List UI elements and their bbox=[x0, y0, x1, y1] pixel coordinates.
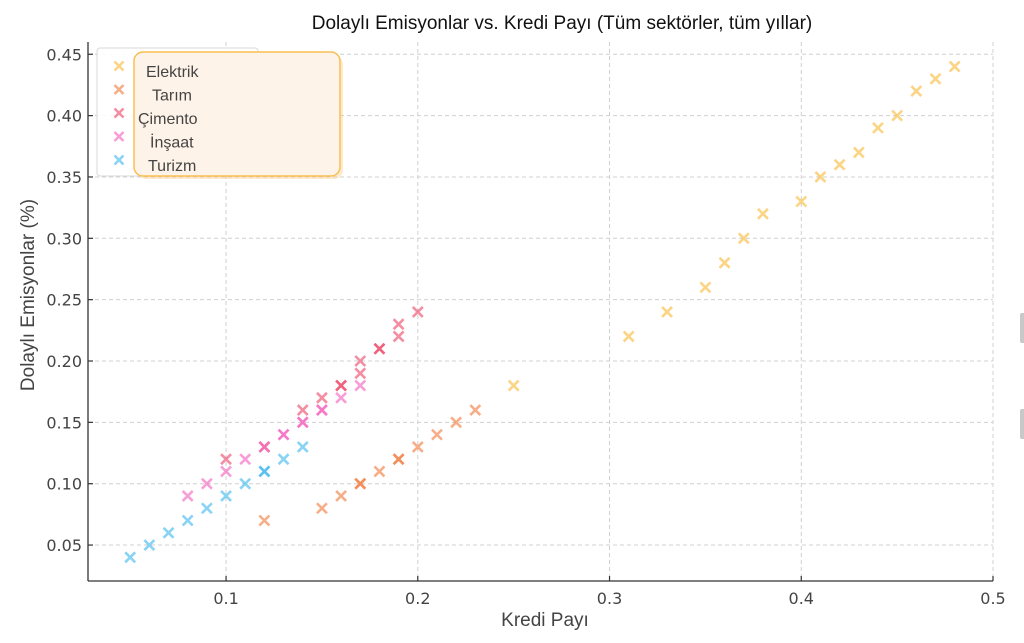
point-i-n-aat bbox=[316, 404, 328, 417]
point-elektrik bbox=[814, 171, 827, 183]
y-tick-label: 0.20 bbox=[46, 352, 82, 371]
point-elektrik bbox=[872, 121, 884, 134]
point-tar-m bbox=[431, 428, 443, 441]
legend-marker-icon bbox=[113, 84, 125, 95]
point-i-n-aat bbox=[239, 453, 252, 466]
point-i-n-aat bbox=[354, 379, 367, 392]
point--imento bbox=[354, 355, 367, 367]
point--imento bbox=[296, 404, 309, 417]
point-turizm bbox=[277, 453, 290, 466]
point-turizm bbox=[258, 465, 271, 478]
x-axis-label: Kredi Payı bbox=[501, 610, 589, 631]
legend-highlight-box bbox=[133, 51, 341, 177]
point-elektrik bbox=[948, 60, 961, 73]
legend-marker-icon bbox=[113, 131, 125, 142]
x-tick-label: 0.2 bbox=[405, 589, 430, 608]
x-tick-label: 0.1 bbox=[213, 589, 238, 608]
y-tick-label: 0.40 bbox=[46, 107, 82, 126]
x-tick-label: 0.5 bbox=[980, 589, 1005, 608]
y-ticks: 0.05 0.10 0.15 0.20 0.25 0.30 0.35 0.40 0.45 bbox=[46, 45, 93, 555]
y-tick-label: 0.35 bbox=[46, 168, 82, 187]
x-tick-label: 0.4 bbox=[789, 589, 814, 608]
point-turizm bbox=[124, 551, 137, 564]
point-i-n-aat bbox=[258, 440, 271, 453]
axes bbox=[87, 42, 993, 582]
y-tick-label: 0.25 bbox=[46, 291, 82, 310]
legend-marker-icon bbox=[113, 154, 125, 166]
point--imento bbox=[373, 342, 386, 355]
legend-label: İnşaat bbox=[150, 133, 194, 152]
point-i-n-aat bbox=[181, 490, 194, 502]
point-elektrik bbox=[737, 232, 750, 245]
point-elektrik bbox=[507, 379, 520, 392]
point-tar-m bbox=[258, 514, 271, 527]
data-points bbox=[124, 60, 961, 564]
point-tar-m bbox=[373, 465, 386, 478]
point-elektrik bbox=[756, 207, 769, 220]
point-turizm bbox=[200, 502, 213, 515]
point-elektrik bbox=[795, 195, 808, 208]
legend-label: Tarım bbox=[152, 88, 192, 105]
point--imento bbox=[220, 453, 232, 466]
point-i-n-aat bbox=[277, 428, 290, 441]
point--imento bbox=[411, 306, 424, 318]
y-axis-label: Dolaylı Emisyonlar (%) bbox=[18, 199, 39, 391]
point-elektrik bbox=[852, 146, 865, 159]
point-turizm bbox=[143, 539, 156, 551]
point-turizm bbox=[181, 514, 194, 527]
point--imento bbox=[316, 391, 328, 404]
x-ticks: 0.1 0.2 0.3 0.4 0.5 bbox=[213, 576, 1006, 608]
legend-label: Turizm bbox=[148, 158, 196, 175]
point-elektrik bbox=[891, 109, 904, 122]
point--imento bbox=[392, 318, 405, 331]
point-tar-m bbox=[392, 453, 405, 466]
point-turizm bbox=[239, 477, 252, 490]
legend-marker-icon bbox=[113, 60, 125, 72]
y-tick-label: 0.05 bbox=[46, 536, 82, 555]
point-tar-m bbox=[411, 440, 424, 453]
point-elektrik bbox=[833, 158, 846, 171]
point-elektrik bbox=[910, 85, 923, 97]
chart-title: Dolaylı Emisyonlar vs. Kredi Payı (Tüm s… bbox=[312, 13, 812, 34]
y-tick-label: 0.45 bbox=[46, 45, 82, 64]
point--imento bbox=[354, 367, 367, 380]
point-i-n-aat bbox=[220, 465, 232, 478]
edge-handle-lower[interactable] bbox=[1020, 409, 1024, 439]
y-tick-label: 0.30 bbox=[46, 229, 82, 248]
point-i-n-aat bbox=[335, 391, 348, 404]
point-tar-m bbox=[316, 502, 328, 515]
legend-label: Çimento bbox=[138, 111, 198, 128]
point-elektrik bbox=[661, 306, 673, 318]
point-tar-m bbox=[354, 477, 367, 490]
x-tick-label: 0.3 bbox=[597, 589, 622, 608]
y-tick-label: 0.15 bbox=[46, 413, 82, 432]
point-elektrik bbox=[718, 256, 731, 269]
point-elektrik bbox=[929, 72, 942, 85]
legend: Elektrik Tarım Çimento İnşaat Turizm bbox=[96, 47, 343, 179]
point--imento bbox=[335, 379, 348, 392]
edge-handle-upper[interactable] bbox=[1020, 313, 1024, 343]
point-elektrik bbox=[622, 330, 635, 343]
point-tar-m bbox=[450, 416, 463, 429]
point-i-n-aat bbox=[296, 416, 309, 429]
point-turizm bbox=[162, 526, 175, 539]
point-tar-m bbox=[469, 404, 482, 417]
point-tar-m bbox=[335, 490, 348, 502]
y-tick-label: 0.10 bbox=[46, 475, 82, 494]
point-elektrik bbox=[699, 281, 712, 294]
point--imento bbox=[392, 330, 405, 343]
point-turizm bbox=[296, 440, 309, 453]
point-turizm bbox=[220, 490, 232, 502]
legend-label: Elektrik bbox=[146, 64, 199, 81]
point-i-n-aat bbox=[200, 477, 213, 490]
legend-marker-icon bbox=[113, 107, 125, 119]
